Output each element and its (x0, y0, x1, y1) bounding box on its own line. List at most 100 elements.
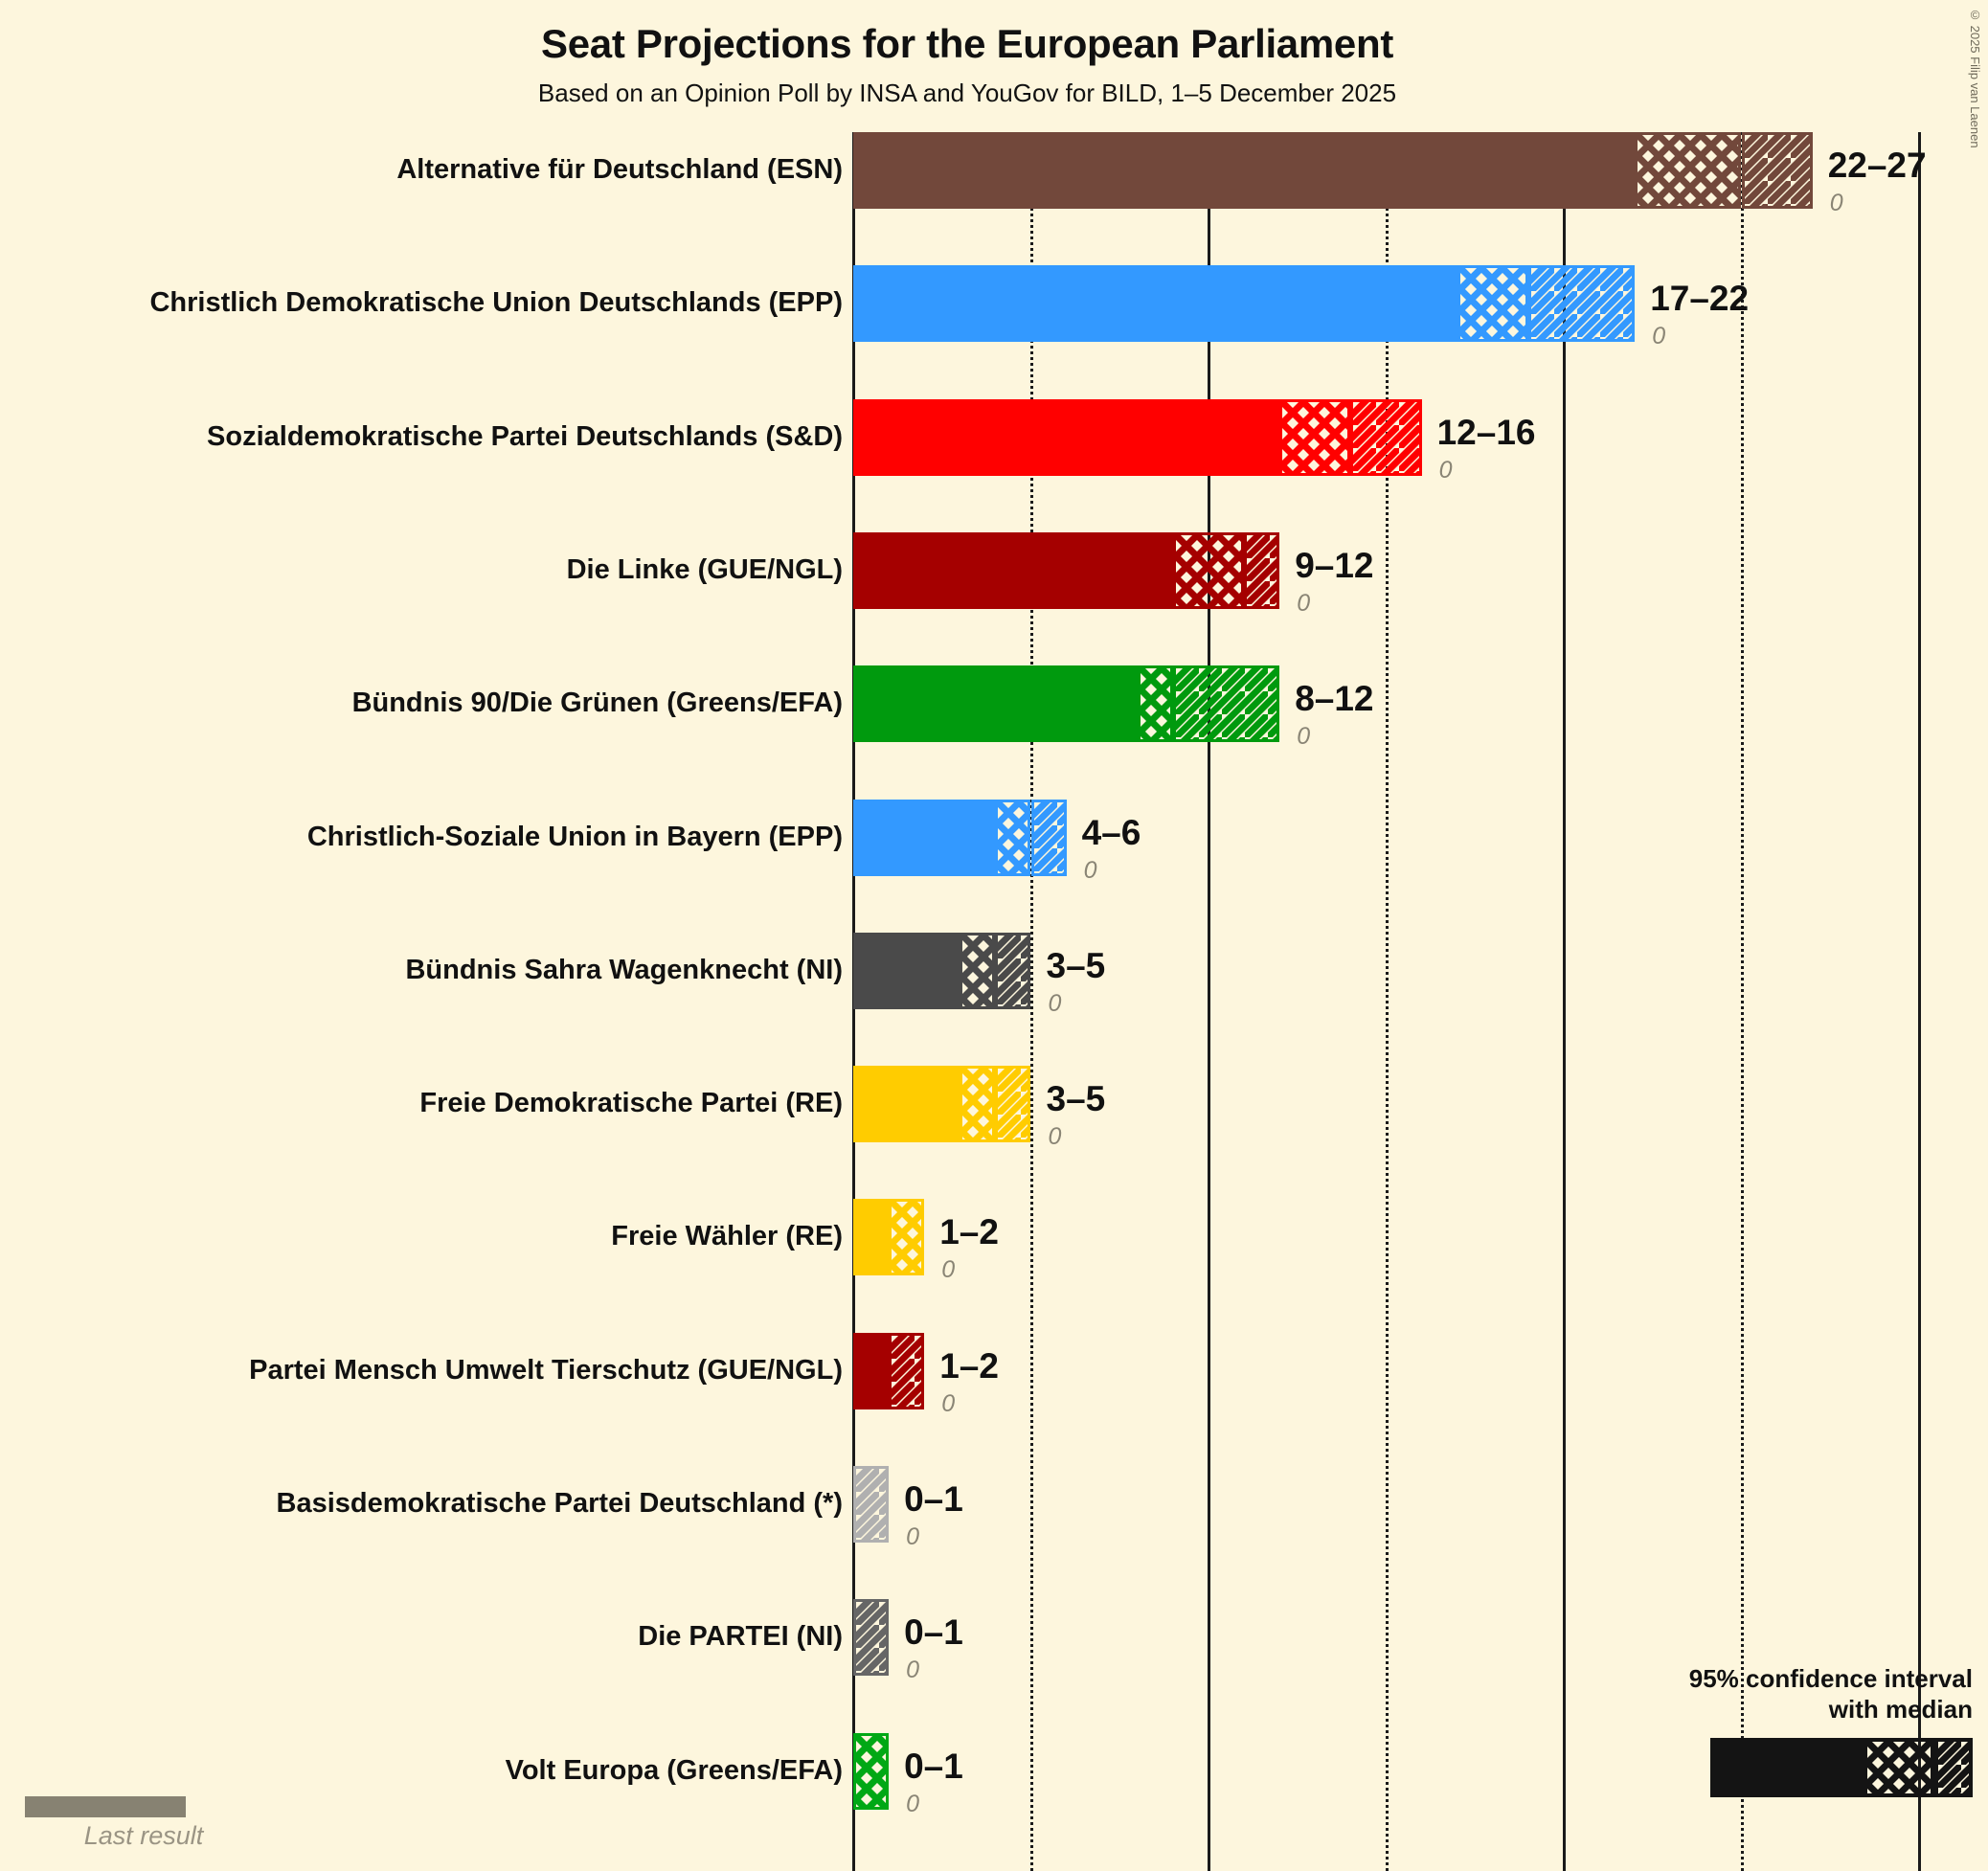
party-label: Freie Wähler (RE) (611, 1221, 843, 1252)
chart-row: Volt Europa (Greens/EFA) 0–1 0 (0, 1732, 1988, 1815)
chart-row: Bündnis 90/Die Grünen (Greens/EFA) 8–12 0 (0, 665, 1988, 749)
gridline-5 (1029, 132, 1033, 1871)
confidence-interval-bar (853, 665, 1280, 743)
seat-range-value: 0–1 (904, 1612, 963, 1653)
chart-row: Basisdemokratische Partei Deutschland (*… (0, 1466, 1988, 1549)
last-result-value: 0 (1297, 723, 1311, 751)
seat-range-value: 0–1 (904, 1746, 963, 1786)
legend-segment-upper (1934, 1738, 1973, 1798)
segment-upper-bound (995, 932, 1031, 1009)
legend-last-result-swatch (25, 1796, 186, 1817)
last-result-value: 0 (1083, 856, 1097, 884)
chart-row: Partei Mensch Umwelt Tierschutz (GUE/NGL… (0, 1332, 1988, 1415)
confidence-interval-bar (853, 398, 1422, 476)
party-label: Sozialdemokratische Partei Deutschlands … (207, 420, 843, 452)
chart-row: Freie Demokratische Partei (RE) 3–5 0 (0, 1066, 1988, 1149)
last-result-value: 0 (1048, 1123, 1062, 1151)
legend: 95% confidence interval with median (1685, 1664, 1973, 1798)
chart-row: Sozialdemokratische Partei Deutschlands … (0, 398, 1988, 482)
legend-line-2: with median (1828, 1694, 1973, 1724)
confidence-interval-bar (853, 1466, 890, 1543)
segment-lower-bound (853, 1199, 890, 1276)
last-result-value: 0 (906, 1523, 919, 1550)
chart-row: Die Linke (GUE/NGL) 9–12 0 (0, 531, 1988, 615)
legend-last-result-label: Last result (83, 1821, 204, 1850)
segment-to-median (1457, 265, 1528, 343)
last-result-value: 0 (1048, 989, 1062, 1017)
last-result-value: 0 (1652, 323, 1666, 350)
party-label: Freie Demokratische Partei (RE) (419, 1088, 843, 1119)
seat-range-value: 22–27 (1827, 146, 1927, 185)
party-label: Partei Mensch Umwelt Tierschutz (GUE/NGL… (249, 1354, 843, 1386)
legend-segment-median (1864, 1738, 1934, 1798)
gridline-10 (1208, 132, 1210, 1871)
segment-upper-bound (1527, 265, 1636, 343)
seat-range-value: 17–22 (1650, 279, 1750, 319)
seat-range-value: 9–12 (1295, 545, 1374, 585)
segment-to-median (889, 1199, 925, 1276)
confidence-interval-bar (853, 799, 1067, 876)
seat-range-value: 0–1 (904, 1479, 963, 1519)
party-label: Die Linke (GUE/NGL) (566, 553, 843, 585)
segment-lower-bound (853, 799, 996, 876)
legend-swatch (1710, 1738, 1973, 1798)
gridline-20 (1563, 132, 1566, 1871)
segment-to-median (960, 932, 996, 1009)
confidence-interval-bar (853, 1599, 890, 1677)
chart-row: Alternative für Deutschland (ESN) 22–27 0 (0, 132, 1988, 215)
party-label: Bündnis Sahra Wagenknecht (NI) (405, 954, 843, 985)
last-result-value: 0 (941, 1389, 956, 1417)
segment-to-median (853, 1732, 890, 1810)
segment-lower-bound (853, 132, 1636, 209)
legend-segment-lower (1710, 1738, 1864, 1798)
party-label: Alternative für Deutschland (ESN) (396, 154, 843, 185)
chart-subtitle: Based on an Opinion Poll by INSA and You… (537, 79, 1397, 107)
seat-range-value: 1–2 (939, 1345, 999, 1386)
seat-range-value: 8–12 (1295, 679, 1374, 719)
segment-lower-bound (853, 531, 1173, 609)
chart-row: Christlich Demokratische Union Deutschla… (0, 265, 1988, 349)
segment-upper-bound (889, 1332, 925, 1409)
party-label: Basisdemokratische Partei Deutschland (*… (276, 1488, 843, 1519)
copyright-notice: © 2025 Filip van Laenen (1968, 8, 1982, 148)
confidence-interval-bar (853, 1066, 1031, 1143)
confidence-interval-bar (853, 1732, 890, 1810)
seat-range-value: 1–2 (939, 1212, 999, 1252)
party-label: Christlich-Soziale Union in Bayern (EPP) (306, 821, 843, 852)
segment-lower-bound (853, 398, 1280, 476)
segment-lower-bound (853, 932, 960, 1009)
segment-lower-bound (853, 265, 1457, 343)
confidence-interval-bar (853, 132, 1813, 209)
party-label: Volt Europa (Greens/EFA) (505, 1754, 843, 1786)
segment-upper-bound (1172, 665, 1280, 743)
segment-upper-bound (853, 1599, 890, 1677)
legend-line-1: 95% confidence interval (1688, 1664, 1973, 1693)
seat-range-value: 12–16 (1436, 412, 1536, 452)
confidence-interval-bar (853, 531, 1280, 609)
seat-range-value: 4–6 (1081, 812, 1141, 852)
segment-upper-bound (995, 1066, 1031, 1143)
segment-upper-bound (1030, 799, 1067, 876)
segment-to-median (1279, 398, 1351, 476)
gridline-15 (1385, 132, 1389, 1871)
segment-upper-bound (1741, 132, 1813, 209)
confidence-interval-bar (853, 265, 1636, 343)
segment-lower-bound (853, 1332, 890, 1409)
segment-lower-bound (853, 665, 1138, 743)
segment-upper-bound (1350, 398, 1422, 476)
chart-row: Die PARTEI (NI) 0–1 0 (0, 1599, 1988, 1682)
party-label: Die PARTEI (NI) (638, 1621, 843, 1653)
gridline-30 (1918, 132, 1921, 1871)
segment-to-median (960, 1066, 996, 1143)
last-result-value: 0 (1829, 190, 1843, 216)
party-label: Bündnis 90/Die Grünen (Greens/EFA) (351, 688, 843, 719)
segment-to-median (995, 799, 1031, 876)
segment-upper-bound (1244, 531, 1280, 609)
chart-row: Bündnis Sahra Wagenknecht (NI) 3–5 0 (0, 932, 1988, 1015)
segment-lower-bound (853, 1066, 960, 1143)
chart-row: Christlich-Soziale Union in Bayern (EPP)… (0, 799, 1988, 882)
last-result-value: 0 (1297, 589, 1311, 617)
plot-area: Alternative für Deutschland (ESN) 22–27 0 C… (0, 132, 1988, 1871)
confidence-interval-bar (853, 1332, 925, 1409)
